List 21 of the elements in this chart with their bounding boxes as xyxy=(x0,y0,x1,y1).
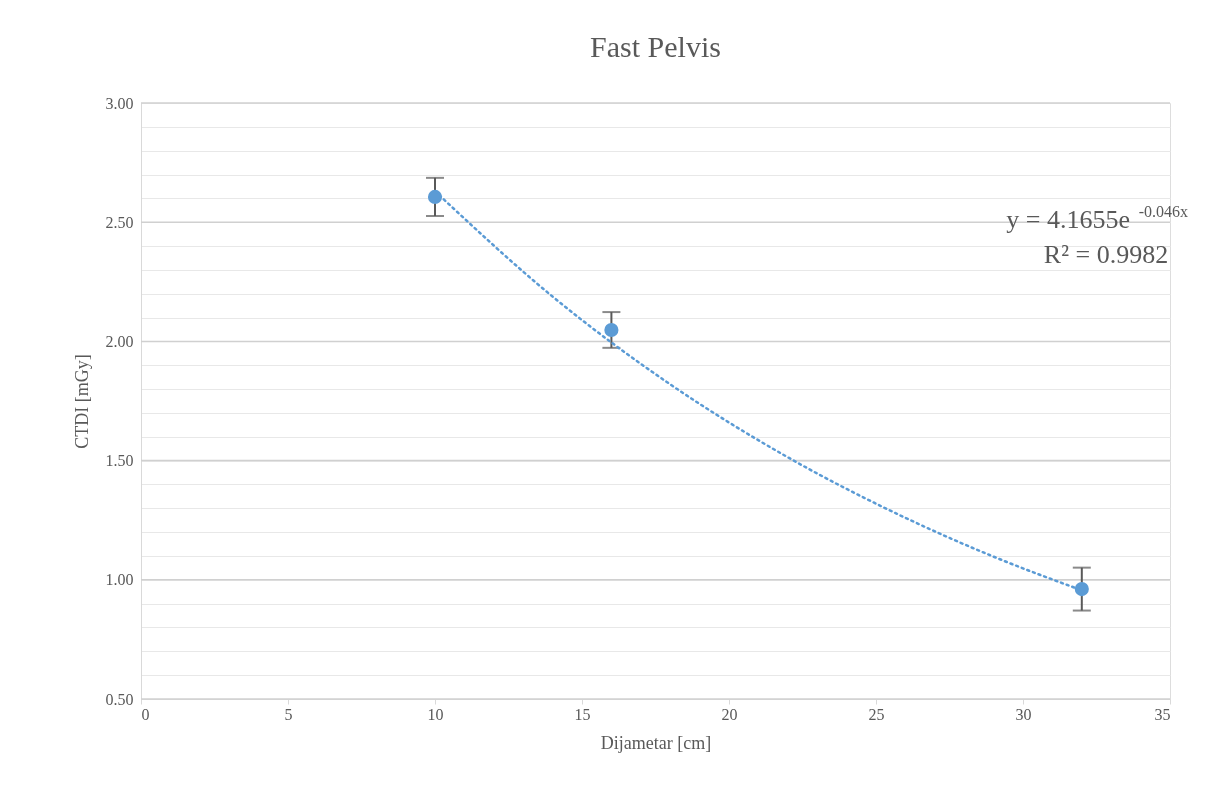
point xyxy=(1074,582,1089,597)
y-axis-title: CTDI [mGy] xyxy=(71,354,92,449)
point xyxy=(604,322,619,338)
x-tick-label: 10 xyxy=(427,705,444,723)
y-tick-label: 3.00 xyxy=(105,94,134,112)
y-tick-label: 2.00 xyxy=(105,332,134,350)
y-tick-label: 1.50 xyxy=(105,452,134,470)
x-tick-label: 35 xyxy=(1154,705,1171,723)
annotation: R² = 0.9982 xyxy=(1043,240,1169,269)
y-tick-label: 1.00 xyxy=(105,571,134,589)
chart-title: Fast Pelvis xyxy=(590,30,721,63)
x-tick-label: 0 xyxy=(141,705,150,723)
y-tick-label: 0.50 xyxy=(105,690,134,708)
x-tick-label: 30 xyxy=(1015,705,1032,723)
x-tick-label: 25 xyxy=(868,705,885,723)
x-tick-label: 15 xyxy=(574,705,591,723)
x-tick-label: 20 xyxy=(721,705,738,723)
x-tick-label: 5 xyxy=(284,705,293,723)
annotation: y = 4.1655e-0.046x xyxy=(1006,203,1188,234)
x-axis-title: Dijametar [cm] xyxy=(600,732,712,753)
y-tick-label: 2.50 xyxy=(105,213,134,231)
